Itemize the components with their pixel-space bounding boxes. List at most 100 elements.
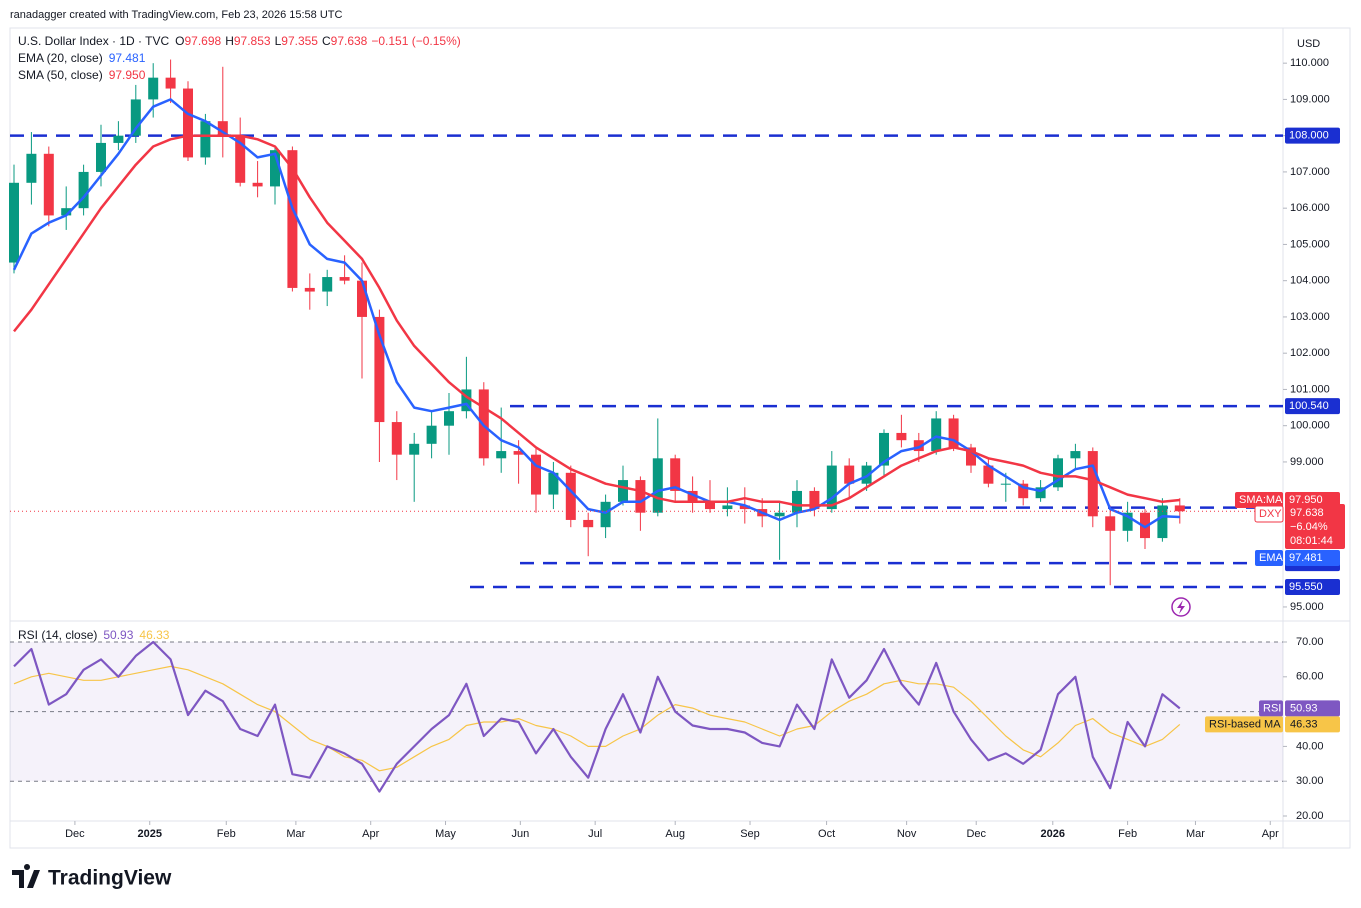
y-tick-label: 109.000 [1290, 93, 1330, 105]
ema-badge-text: 97.481 [1289, 552, 1323, 564]
level-badge-text: 108.000 [1289, 130, 1329, 142]
rsi-value: 50.93 [103, 628, 133, 642]
candle-body [1105, 516, 1116, 531]
candle-body [844, 465, 855, 484]
legend-symbol: U.S. Dollar Index · 1D · TVC O97.698 H97.8… [18, 34, 461, 48]
candle-body [635, 480, 646, 513]
rsi-tick-label: 70.00 [1296, 636, 1324, 648]
x-tick-label: Oct [818, 828, 835, 840]
x-tick-label: Sep [740, 828, 760, 840]
rsi-title: RSI (14, close) [18, 628, 97, 642]
candle-body [548, 472, 559, 495]
rsi-line [13, 640, 1181, 793]
x-tick-label: 2026 [1041, 828, 1065, 840]
currency: USD [1297, 38, 1320, 50]
sma-name-badge [1235, 492, 1283, 509]
candle-body [983, 465, 994, 484]
y-tick-label: 95.000 [1290, 601, 1324, 613]
candle-body [1018, 483, 1029, 499]
ema-name-badge-text: EMA [1259, 552, 1284, 564]
rsi-name-badge [1259, 700, 1283, 717]
x-tick-label: Aug [665, 828, 685, 840]
y-tick-label: 103.000 [1290, 311, 1330, 323]
x-tick-label: Nov [897, 828, 917, 840]
candle-body [687, 490, 698, 502]
candle-body [1140, 512, 1150, 539]
candle-body [565, 472, 576, 520]
y-tick-label: 101.000 [1290, 383, 1330, 395]
legend-ema: EMA (20, close) 97.481 [18, 51, 146, 65]
ohlc-key: C [322, 34, 331, 48]
candle-body [96, 142, 106, 172]
price-badge-value: 97.638 [1290, 507, 1324, 519]
rsi-badge-text: 50.93 [1290, 702, 1318, 714]
candle-body [1174, 505, 1185, 512]
candle-body [165, 77, 176, 89]
candle-body [409, 443, 420, 455]
ema-name: EMA (20, close) [18, 51, 103, 65]
level-badge [1285, 579, 1340, 596]
brand: TradingView [48, 867, 172, 890]
ohlc-value: 97.638 [331, 34, 368, 48]
candle-body [792, 490, 802, 513]
x-tick-label: May [435, 828, 456, 840]
sma-name: SMA (50, close) [18, 68, 103, 82]
candle-body [252, 182, 263, 187]
y-tick-label: 102.000 [1290, 347, 1330, 359]
ohlc-key: H [225, 34, 234, 48]
rsi-ma-line [13, 665, 1181, 772]
ohlc-key: O [175, 34, 184, 48]
level-badge [1285, 127, 1340, 144]
candle-body [61, 208, 72, 216]
candle-body [1035, 487, 1046, 499]
candle-body [879, 432, 889, 466]
candle-body [1000, 483, 1011, 485]
candle-body [583, 519, 594, 528]
ema-badge [1285, 550, 1340, 566]
candle-body [966, 447, 976, 466]
symbol: U.S. Dollar Index · 1D · TVC [18, 34, 169, 48]
candle-body [826, 465, 837, 510]
level-badge-text: 100.540 [1289, 400, 1329, 412]
x-tick-label: Mar [286, 828, 305, 840]
candle-body [339, 277, 350, 281]
x-tick-label: Jul [588, 828, 602, 840]
price-badge [1285, 504, 1345, 549]
candle-body [1053, 458, 1063, 488]
sma-badge-text: 97.950 [1289, 494, 1323, 506]
y-tick-label: 107.000 [1290, 166, 1330, 178]
dxy-name-badge [1254, 505, 1284, 523]
alert-icon[interactable] [1171, 597, 1191, 617]
candle-body [322, 277, 333, 292]
rsi-name-badge-text: RSI [1263, 702, 1281, 714]
x-tick-label: 2025 [137, 828, 161, 840]
candle-body [739, 505, 750, 510]
x-tick-label: Apr [1262, 828, 1279, 840]
candle-body [357, 280, 367, 317]
ohlc-value: 97.355 [281, 34, 318, 48]
rsi-ma-badge [1285, 716, 1340, 733]
sma-name-badge-text: SMA:MA [1239, 494, 1283, 506]
x-tick-label: Mar [1186, 828, 1205, 840]
candle-body [130, 99, 141, 136]
rsi-ma-badge-text: 46.33 [1290, 718, 1318, 730]
y-tick-label: 99.000 [1290, 456, 1324, 468]
ma-line [13, 134, 1180, 507]
legend-rsi: RSI (14, close) 50.93 46.33 [18, 628, 170, 642]
brand-logo [12, 864, 40, 888]
candle-body [861, 465, 872, 484]
candle-body [444, 411, 454, 426]
rsi-badge [1285, 700, 1340, 717]
rsi-ma-name-badge [1205, 716, 1283, 733]
rsi-tick-label: 60.00 [1296, 671, 1324, 683]
y-tick-label: 110.000 [1290, 57, 1329, 69]
attribution: ranadagger created with TradingView.com,… [10, 9, 342, 21]
change: −0.151 (−0.15%) [371, 34, 460, 48]
ma-line [12, 98, 1180, 529]
candle-body [1157, 505, 1168, 539]
y-tick-label: 105.000 [1290, 238, 1330, 250]
candle-body [896, 432, 907, 441]
y-tick-label: 106.000 [1290, 202, 1330, 214]
